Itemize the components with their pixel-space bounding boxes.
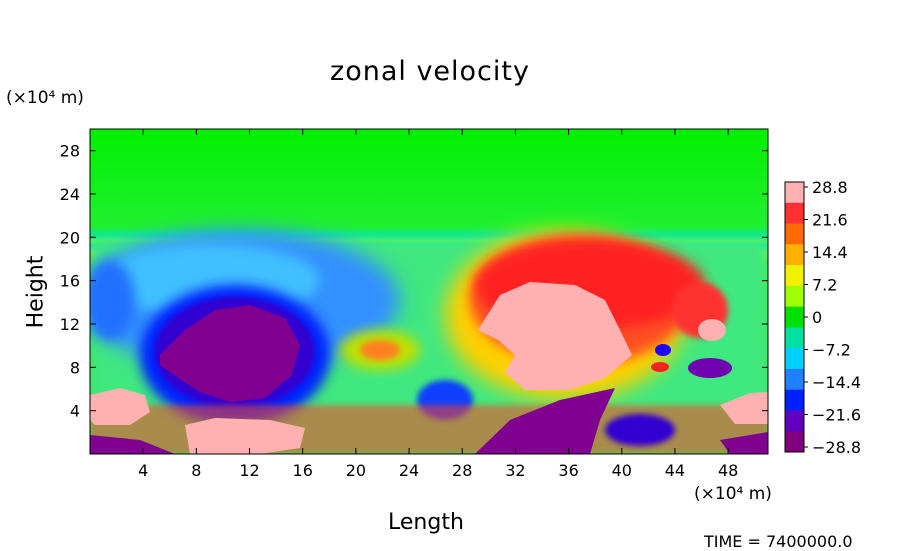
y-tick-label: 28 bbox=[60, 142, 80, 161]
colorbar-segment bbox=[785, 389, 804, 411]
colorbar: 28.8 21.6 14.4 7.2 0 −7.2 −14.4 −21.6 −28.8 bbox=[784, 178, 861, 457]
colorbar-segment bbox=[785, 368, 804, 391]
colorbar-segment bbox=[785, 306, 804, 328]
y-axis-unit-label: (×10⁴ m) bbox=[6, 88, 84, 108]
colorbar-segment bbox=[785, 182, 804, 204]
colorbar-label: 0 bbox=[812, 308, 822, 327]
x-tick-label: 36 bbox=[558, 461, 578, 480]
x-tick-label: 40 bbox=[612, 461, 632, 480]
colorbar-segment bbox=[785, 244, 804, 266]
colorbar-label: 7.2 bbox=[812, 276, 837, 295]
colorbar-label: 28.8 bbox=[812, 178, 848, 197]
plot-frame bbox=[89, 128, 769, 455]
x-tick-label: 44 bbox=[665, 461, 685, 480]
colorbar-label: −7.2 bbox=[812, 341, 851, 360]
x-tick-label: 8 bbox=[191, 461, 201, 480]
x-tick-label: 12 bbox=[239, 461, 259, 480]
x-tick-label: 48 bbox=[718, 461, 738, 480]
x-tick-label: 24 bbox=[399, 461, 419, 480]
colorbar-segment bbox=[785, 431, 804, 453]
chart-title: zonal velocity bbox=[330, 56, 530, 87]
colorbar-label: 21.6 bbox=[812, 211, 848, 230]
colorbar-label: −28.8 bbox=[812, 438, 861, 457]
x-tick-label: 16 bbox=[293, 461, 313, 480]
heatmap-field bbox=[90, 129, 768, 454]
colorbar-segment bbox=[785, 265, 804, 287]
colorbar-label: −14.4 bbox=[812, 373, 861, 392]
y-axis-ticks: 4 8 12 16 20 24 28 bbox=[60, 142, 768, 421]
y-tick-label: 12 bbox=[60, 315, 80, 334]
y-tick-label: 4 bbox=[70, 402, 80, 421]
colorbar-segment bbox=[785, 285, 804, 308]
x-axis-ticks: 4 8 12 16 20 24 28 32 36 40 44 48 bbox=[138, 129, 738, 480]
y-tick-label: 8 bbox=[70, 358, 80, 377]
y-tick-label: 16 bbox=[60, 272, 80, 291]
y-tick-label: 24 bbox=[60, 185, 80, 204]
x-axis-label: Length bbox=[388, 510, 464, 535]
x-tick-label: 20 bbox=[346, 461, 366, 480]
x-axis-unit-label: (×10⁴ m) bbox=[694, 484, 772, 504]
colorbar-segment bbox=[785, 348, 804, 370]
colorbar-label: −21.6 bbox=[812, 406, 861, 425]
x-tick-label: 28 bbox=[452, 461, 472, 480]
colorbar-label: 14.4 bbox=[812, 243, 848, 262]
colorbar-segment bbox=[785, 410, 804, 432]
x-tick-label: 32 bbox=[505, 461, 525, 480]
x-tick-label: 4 bbox=[138, 461, 148, 480]
colorbar-segment bbox=[785, 223, 804, 245]
colorbar-segment bbox=[785, 202, 804, 225]
y-tick-label: 20 bbox=[60, 228, 80, 247]
colorbar-segment bbox=[785, 327, 804, 349]
